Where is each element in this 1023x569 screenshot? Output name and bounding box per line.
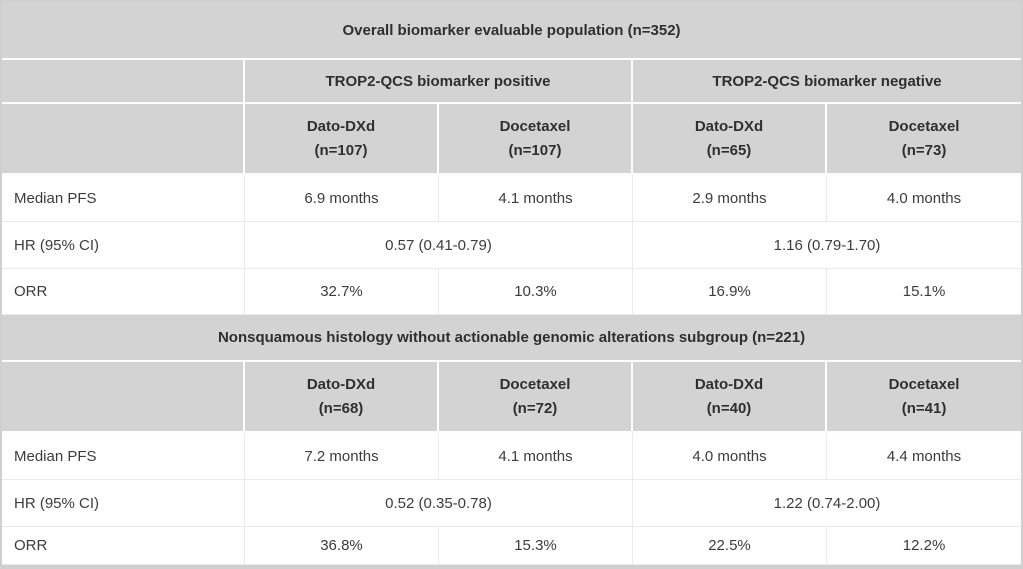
value-cell: 4.1 months [439, 433, 633, 480]
arm-n: (n=107) [508, 141, 562, 159]
arm-header-cell: Docetaxel (n=73) [827, 104, 1022, 175]
section-title: Overall biomarker evaluable population (… [2, 2, 1022, 60]
table-row: ORR 32.7% 10.3% 16.9% 15.1% [2, 269, 1022, 315]
value-cell: 32.7% [245, 269, 439, 315]
table-row: Overall biomarker evaluable population (… [2, 2, 1022, 60]
group-header-positive: TROP2-QCS biomarker positive [245, 60, 633, 104]
group-header-negative: TROP2-QCS biomarker negative [633, 60, 1022, 104]
value-cell: 4.1 months [439, 175, 633, 222]
hr-merged-cell: 0.52 (0.35-0.78) [245, 480, 633, 527]
arm-header-cell: Docetaxel (n=41) [827, 362, 1022, 433]
row-label: Median PFS [2, 433, 245, 480]
row-label: Median PFS [2, 175, 245, 222]
value-cell: 16.9% [633, 269, 827, 315]
section-title: Nonsquamous histology without actionable… [2, 315, 1022, 362]
arm-header-cell: Docetaxel (n=107) [439, 104, 633, 175]
value-cell: 4.0 months [633, 433, 827, 480]
hr-merged-cell: 1.22 (0.74-2.00) [633, 480, 1022, 527]
arm-n: (n=68) [318, 399, 364, 417]
table-row: Dato-DXd (n=68) Docetaxel (n=72) Dato-DX… [2, 362, 1022, 433]
arm-drug: Docetaxel [499, 117, 571, 135]
table-row: Dato-DXd (n=107) Docetaxel (n=107) Dato-… [2, 104, 1022, 175]
arm-header-cell: Dato-DXd (n=107) [245, 104, 439, 175]
row-label: HR (95% CI) [2, 480, 245, 527]
hr-merged-cell: 1.16 (0.79-1.70) [633, 222, 1022, 269]
table-row: Median PFS 7.2 months 4.1 months 4.0 mon… [2, 433, 1022, 480]
empty-corner-cell [2, 104, 245, 175]
arm-drug: Docetaxel [499, 375, 571, 393]
arm-n: (n=72) [512, 399, 558, 417]
table-row: TROP2-QCS biomarker positive TROP2-QCS b… [2, 60, 1022, 104]
value-cell: 4.0 months [827, 175, 1022, 222]
table-row: ORR 36.8% 15.3% 22.5% 12.2% [2, 527, 1022, 565]
empty-corner-cell [2, 60, 245, 104]
value-cell: 22.5% [633, 527, 827, 565]
value-cell: 10.3% [439, 269, 633, 315]
arm-drug: Dato-DXd [306, 375, 376, 393]
value-cell: 36.8% [245, 527, 439, 565]
arm-header-cell: Dato-DXd (n=68) [245, 362, 439, 433]
arm-n: (n=41) [901, 399, 947, 417]
arm-n: (n=40) [706, 399, 752, 417]
value-cell: 15.1% [827, 269, 1022, 315]
row-label: HR (95% CI) [2, 222, 245, 269]
arm-n: (n=65) [706, 141, 752, 159]
value-cell: 15.3% [439, 527, 633, 565]
arm-header-cell: Dato-DXd (n=65) [633, 104, 827, 175]
arm-drug: Dato-DXd [694, 375, 764, 393]
value-cell: 6.9 months [245, 175, 439, 222]
arm-header-cell: Docetaxel (n=72) [439, 362, 633, 433]
value-cell: 7.2 months [245, 433, 439, 480]
arm-n: (n=73) [901, 141, 947, 159]
arm-n: (n=107) [314, 141, 368, 159]
arm-drug: Docetaxel [888, 375, 960, 393]
row-label: ORR [2, 527, 245, 565]
value-cell: 12.2% [827, 527, 1022, 565]
table-row: HR (95% CI) 0.52 (0.35-0.78) 1.22 (0.74-… [2, 480, 1022, 527]
table-row: Nonsquamous histology without actionable… [2, 315, 1022, 362]
arm-drug: Docetaxel [888, 117, 960, 135]
arm-drug: Dato-DXd [306, 117, 376, 135]
row-label: ORR [2, 269, 245, 315]
value-cell: 4.4 months [827, 433, 1022, 480]
value-cell: 2.9 months [633, 175, 827, 222]
arm-header-cell: Dato-DXd (n=40) [633, 362, 827, 433]
table-row: Median PFS 6.9 months 4.1 months 2.9 mon… [2, 175, 1022, 222]
arm-drug: Dato-DXd [694, 117, 764, 135]
table-row: HR (95% CI) 0.57 (0.41-0.79) 1.16 (0.79-… [2, 222, 1022, 269]
empty-corner-cell [2, 362, 245, 433]
hr-merged-cell: 0.57 (0.41-0.79) [245, 222, 633, 269]
